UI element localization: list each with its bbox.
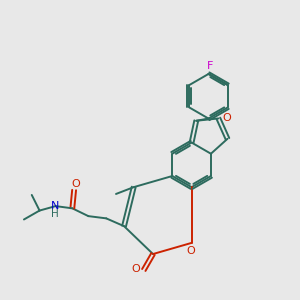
Text: O: O (131, 263, 140, 274)
Text: O: O (186, 246, 195, 256)
Text: N: N (51, 201, 59, 211)
Text: F: F (207, 61, 213, 70)
Text: O: O (71, 178, 80, 188)
Text: H: H (51, 209, 59, 219)
Text: O: O (222, 113, 231, 123)
